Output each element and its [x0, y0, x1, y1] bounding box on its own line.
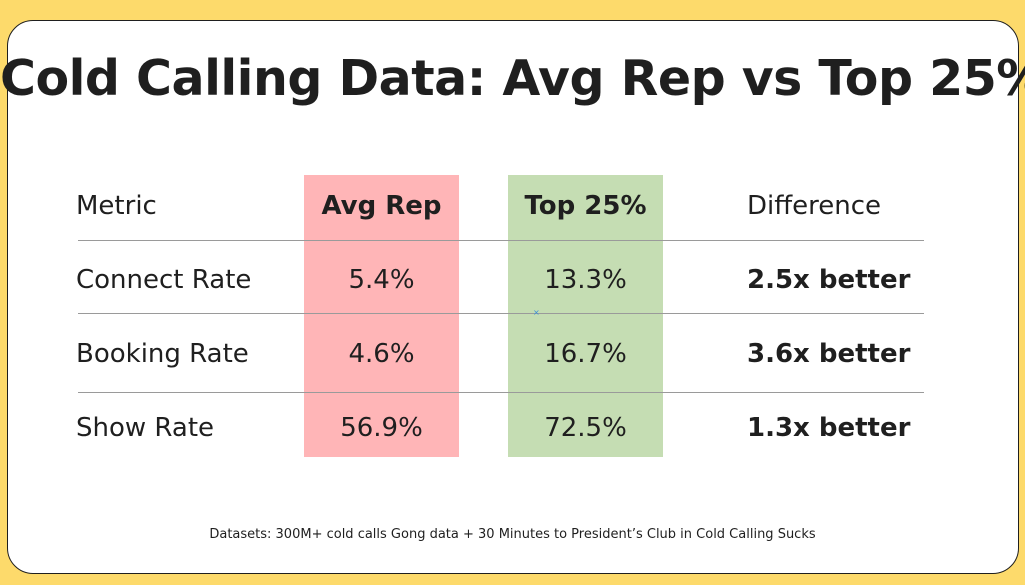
header-difference: Difference: [747, 191, 882, 221]
cell-avg-show-rate: 56.9%: [340, 413, 423, 443]
cell-avg-connect-rate: 5.4%: [348, 265, 415, 295]
cursor-mark-icon: ×: [533, 308, 540, 317]
cell-diff-connect-rate: 2.5x better: [747, 265, 911, 295]
avg-rep-column-highlight: [304, 175, 459, 457]
cell-top-booking-rate: 16.7%: [544, 339, 627, 369]
chart-title: Cold Calling Data: Avg Rep vs Top 25%: [0, 50, 1025, 107]
row-divider: [78, 313, 924, 314]
footnote: Datasets: 300M+ cold calls Gong data + 3…: [209, 527, 816, 542]
row-label-connect-rate: Connect Rate: [76, 265, 252, 295]
row-label-show-rate: Show Rate: [76, 413, 215, 443]
header-avg-rep: Avg Rep: [321, 191, 442, 221]
cell-top-connect-rate: 13.3%: [544, 265, 627, 295]
row-label-booking-rate: Booking Rate: [76, 339, 249, 369]
top-25-column-highlight: [508, 175, 663, 457]
header-metric: Metric: [76, 191, 157, 221]
cell-top-show-rate: 72.5%: [544, 413, 627, 443]
cell-avg-booking-rate: 4.6%: [348, 339, 415, 369]
row-divider: [78, 240, 924, 241]
row-divider: [78, 392, 924, 393]
cell-diff-booking-rate: 3.6x better: [747, 339, 911, 369]
header-top-25: Top 25%: [524, 191, 647, 221]
cell-diff-show-rate: 1.3x better: [747, 413, 911, 443]
